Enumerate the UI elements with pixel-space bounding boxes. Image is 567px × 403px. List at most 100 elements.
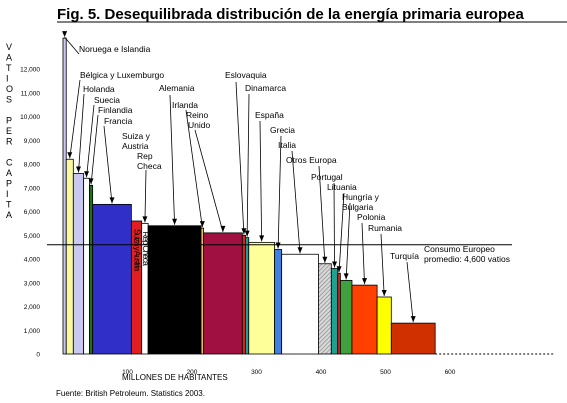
y-tick-label: 12,000 bbox=[20, 67, 40, 74]
bar-label: Unido bbox=[188, 120, 210, 130]
y-axis-ticks: 0 1,000 2,000 3,000 4,000 5,000 6,000 7,000 8,00… bbox=[20, 67, 40, 359]
bar-label: Polonia bbox=[357, 212, 386, 222]
label-arrow bbox=[246, 93, 250, 237]
x-axis-ticks: 100 200 300 400 500 600 bbox=[122, 369, 456, 376]
y-axis-letter: C bbox=[6, 158, 13, 168]
bar-label: Eslovaquia bbox=[225, 70, 267, 80]
label-arrowhead bbox=[172, 218, 178, 225]
label-arrow bbox=[185, 109, 203, 228]
label-arrow bbox=[103, 125, 113, 204]
label-arrow bbox=[361, 222, 365, 285]
label-arrowhead bbox=[75, 166, 81, 173]
y-axis-letter: T bbox=[6, 63, 12, 73]
y-axis-letter: A bbox=[6, 210, 12, 220]
label-arrowhead bbox=[410, 316, 416, 323]
bar-label: Lituania bbox=[327, 182, 357, 192]
y-axis-letter: T bbox=[6, 200, 12, 210]
bar-label: Rep bbox=[137, 151, 153, 161]
y-axis-letter: P bbox=[6, 179, 12, 189]
bar bbox=[248, 241, 275, 355]
chart-title: Fig. 5. Desequilibrada distribución de l… bbox=[57, 6, 524, 23]
y-axis-letter: V bbox=[6, 42, 12, 52]
label-arrowhead bbox=[332, 261, 338, 268]
bar-label: Grecia bbox=[270, 125, 295, 135]
bar-label: España bbox=[255, 110, 284, 120]
bar-label: Alemania bbox=[159, 83, 195, 93]
y-axis-letter: I bbox=[6, 74, 9, 84]
bar-label: Noruega e Islandia bbox=[79, 44, 151, 54]
label-arrow bbox=[78, 93, 85, 173]
bar-label: Reino bbox=[186, 110, 208, 120]
y-tick-label: 2,000 bbox=[24, 304, 41, 311]
label-arrow bbox=[90, 114, 99, 185]
bar bbox=[245, 237, 250, 355]
y-axis-letter: P bbox=[6, 116, 12, 126]
bar-label: Suecia bbox=[94, 95, 120, 105]
label-arrow bbox=[333, 182, 335, 268]
bar bbox=[203, 232, 243, 355]
label-arrowhead bbox=[220, 225, 226, 232]
source-note: Fuente: British Petroleum. Statistics 20… bbox=[56, 389, 205, 398]
bar-label: Irlanda bbox=[172, 100, 198, 110]
average-label: Consumo Europeo bbox=[424, 244, 495, 254]
label-arrowhead bbox=[84, 171, 90, 178]
average-label: promedio: 4,600 vatios bbox=[424, 254, 510, 264]
bar bbox=[330, 268, 339, 355]
x-tick-label: 600 bbox=[445, 369, 456, 376]
y-tick-label: 0 bbox=[36, 352, 40, 359]
label-arrowhead bbox=[297, 247, 303, 254]
label-arrow bbox=[318, 165, 326, 263]
label-arrow bbox=[169, 94, 175, 225]
bar-label: Francia bbox=[104, 116, 133, 126]
y-tick-label: 7,000 bbox=[24, 185, 41, 192]
bar-label: Suiza y bbox=[122, 131, 151, 141]
bar bbox=[92, 203, 132, 355]
bar-label: Finlandia bbox=[98, 105, 133, 115]
label-arrow bbox=[259, 120, 263, 242]
label-arrowhead bbox=[244, 230, 250, 237]
label-arrowhead bbox=[259, 235, 265, 242]
bar-label: Italia bbox=[278, 140, 296, 150]
label-arrowhead bbox=[381, 290, 387, 296]
label-arrowhead bbox=[343, 273, 349, 280]
bar-label: Austria bbox=[122, 141, 149, 151]
y-tick-label: 4,000 bbox=[24, 257, 41, 264]
label-arrow bbox=[235, 81, 245, 235]
y-axis-letter: R bbox=[6, 137, 13, 147]
bar bbox=[351, 284, 378, 355]
bar bbox=[241, 234, 246, 355]
bar-label: Portugal bbox=[311, 172, 343, 182]
x-tick-label: 400 bbox=[316, 369, 327, 376]
bar bbox=[72, 173, 85, 355]
bar-labels: Noruega e Islandia Bélgica y Luxemburgo Ho… bbox=[62, 31, 419, 323]
bar bbox=[376, 296, 392, 355]
x-tick-label: 500 bbox=[380, 369, 391, 376]
label-arrow bbox=[144, 169, 147, 223]
bar bbox=[147, 225, 202, 355]
x-tick-label: 100 bbox=[122, 369, 133, 376]
y-tick-label: 11,000 bbox=[21, 90, 41, 97]
y-axis-letter: S bbox=[6, 95, 12, 105]
bar-label: Otros Europa bbox=[286, 155, 337, 165]
label-arrow bbox=[291, 150, 301, 254]
label-arrow bbox=[338, 192, 345, 273]
bar-label: Checa bbox=[137, 161, 162, 171]
y-tick-label: 3,000 bbox=[24, 280, 41, 287]
label-arrowhead bbox=[275, 242, 281, 249]
label-arrowhead bbox=[109, 197, 115, 204]
vertical-bar-label: Suiza y Austria bbox=[133, 229, 143, 271]
label-arrowhead bbox=[241, 228, 247, 235]
label-arrowhead bbox=[88, 178, 94, 185]
y-tick-label: 8,000 bbox=[24, 162, 41, 169]
label-arrowhead bbox=[142, 216, 148, 223]
bar-label: Dinamarca bbox=[245, 83, 286, 93]
bar bbox=[89, 184, 94, 355]
label-arrow bbox=[406, 261, 414, 323]
label-arrow bbox=[380, 233, 385, 297]
bar bbox=[274, 249, 283, 355]
label-arrow bbox=[194, 129, 224, 232]
bar-label: Turquía bbox=[390, 251, 419, 261]
y-tick-label: 1,000 bbox=[24, 328, 41, 335]
y-axis-letter: A bbox=[6, 53, 12, 63]
